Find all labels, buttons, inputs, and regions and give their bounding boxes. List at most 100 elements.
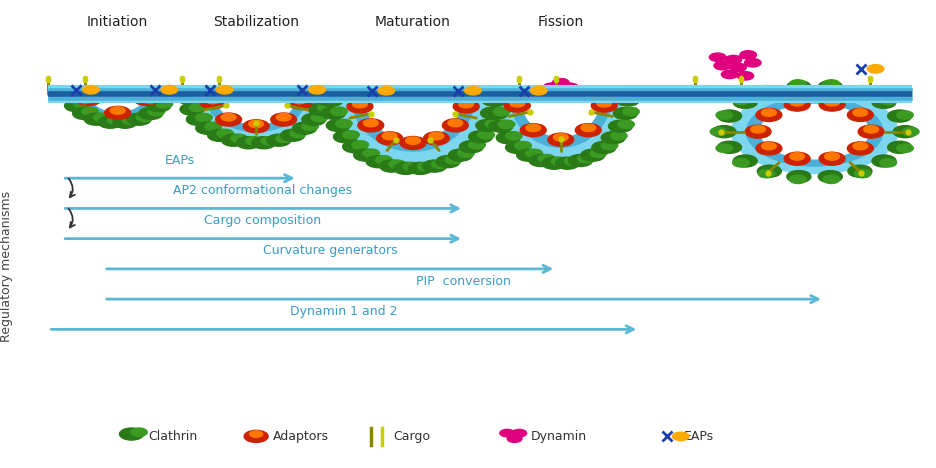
Circle shape	[880, 159, 897, 167]
Circle shape	[309, 86, 326, 94]
Circle shape	[354, 149, 378, 161]
Polygon shape	[499, 95, 623, 157]
Circle shape	[716, 111, 733, 119]
Circle shape	[745, 125, 771, 138]
Circle shape	[276, 114, 291, 121]
Circle shape	[529, 154, 553, 167]
Polygon shape	[520, 95, 601, 137]
Circle shape	[855, 169, 871, 178]
Circle shape	[747, 97, 883, 166]
Circle shape	[431, 160, 448, 168]
Circle shape	[208, 129, 231, 141]
Circle shape	[542, 157, 566, 169]
Text: Regulatory mechanisms: Regulatory mechanisms	[0, 191, 13, 342]
Circle shape	[98, 116, 123, 128]
Circle shape	[520, 124, 547, 137]
Circle shape	[320, 92, 337, 101]
Circle shape	[601, 141, 618, 150]
Circle shape	[601, 132, 625, 144]
Circle shape	[127, 113, 151, 125]
Circle shape	[515, 141, 532, 150]
Circle shape	[531, 87, 547, 95]
Polygon shape	[337, 95, 490, 162]
Circle shape	[448, 149, 473, 161]
Circle shape	[388, 160, 405, 168]
Circle shape	[290, 129, 306, 138]
Circle shape	[108, 116, 124, 124]
Circle shape	[243, 120, 269, 133]
Circle shape	[189, 103, 206, 111]
Circle shape	[872, 155, 896, 167]
Circle shape	[562, 83, 578, 92]
Circle shape	[199, 96, 226, 109]
Circle shape	[347, 100, 373, 113]
Circle shape	[543, 93, 560, 101]
Circle shape	[897, 111, 914, 119]
Text: Cargo composition: Cargo composition	[204, 214, 322, 227]
Circle shape	[436, 155, 460, 168]
Circle shape	[787, 170, 811, 183]
Circle shape	[465, 87, 481, 95]
Circle shape	[317, 103, 334, 111]
Circle shape	[733, 155, 757, 167]
Circle shape	[215, 113, 241, 126]
Circle shape	[551, 157, 568, 166]
Circle shape	[555, 157, 579, 169]
Circle shape	[237, 137, 260, 149]
Circle shape	[380, 160, 403, 172]
Circle shape	[578, 154, 594, 163]
Circle shape	[252, 137, 276, 149]
Circle shape	[592, 141, 616, 154]
Circle shape	[65, 100, 89, 112]
Circle shape	[309, 86, 326, 94]
Circle shape	[343, 131, 359, 139]
Circle shape	[161, 86, 178, 94]
Circle shape	[250, 431, 263, 437]
Circle shape	[205, 96, 220, 104]
Circle shape	[712, 125, 736, 138]
Circle shape	[853, 142, 868, 150]
Circle shape	[245, 137, 262, 145]
Circle shape	[353, 101, 367, 108]
Circle shape	[818, 170, 842, 183]
Circle shape	[538, 154, 555, 163]
Circle shape	[757, 165, 782, 177]
Circle shape	[823, 175, 840, 183]
Circle shape	[82, 86, 99, 94]
Circle shape	[333, 131, 358, 143]
Circle shape	[84, 113, 109, 125]
Circle shape	[718, 110, 741, 122]
Circle shape	[327, 119, 350, 132]
Text: AP2 conformational changes: AP2 conformational changes	[173, 184, 353, 197]
Circle shape	[790, 80, 806, 88]
Text: EAPs: EAPs	[165, 154, 195, 167]
Circle shape	[548, 133, 574, 146]
Text: Initiation: Initiation	[87, 15, 148, 29]
Circle shape	[887, 141, 912, 154]
Circle shape	[744, 58, 761, 67]
Circle shape	[672, 432, 689, 440]
Circle shape	[301, 122, 318, 131]
Circle shape	[710, 127, 727, 136]
Circle shape	[526, 124, 541, 132]
Circle shape	[70, 91, 87, 99]
Text: Stabilization: Stabilization	[213, 15, 300, 29]
Circle shape	[483, 95, 507, 106]
Circle shape	[492, 95, 509, 102]
Circle shape	[281, 129, 304, 141]
Circle shape	[543, 83, 560, 92]
Circle shape	[330, 107, 347, 116]
Circle shape	[732, 90, 898, 174]
Circle shape	[902, 127, 919, 136]
Circle shape	[465, 87, 481, 95]
Circle shape	[460, 141, 483, 153]
Circle shape	[308, 103, 332, 115]
Circle shape	[394, 162, 417, 175]
Circle shape	[618, 120, 635, 129]
Circle shape	[378, 87, 395, 95]
Circle shape	[733, 159, 750, 167]
Circle shape	[105, 106, 131, 119]
Polygon shape	[351, 95, 475, 151]
Circle shape	[868, 65, 884, 73]
Circle shape	[481, 107, 505, 119]
